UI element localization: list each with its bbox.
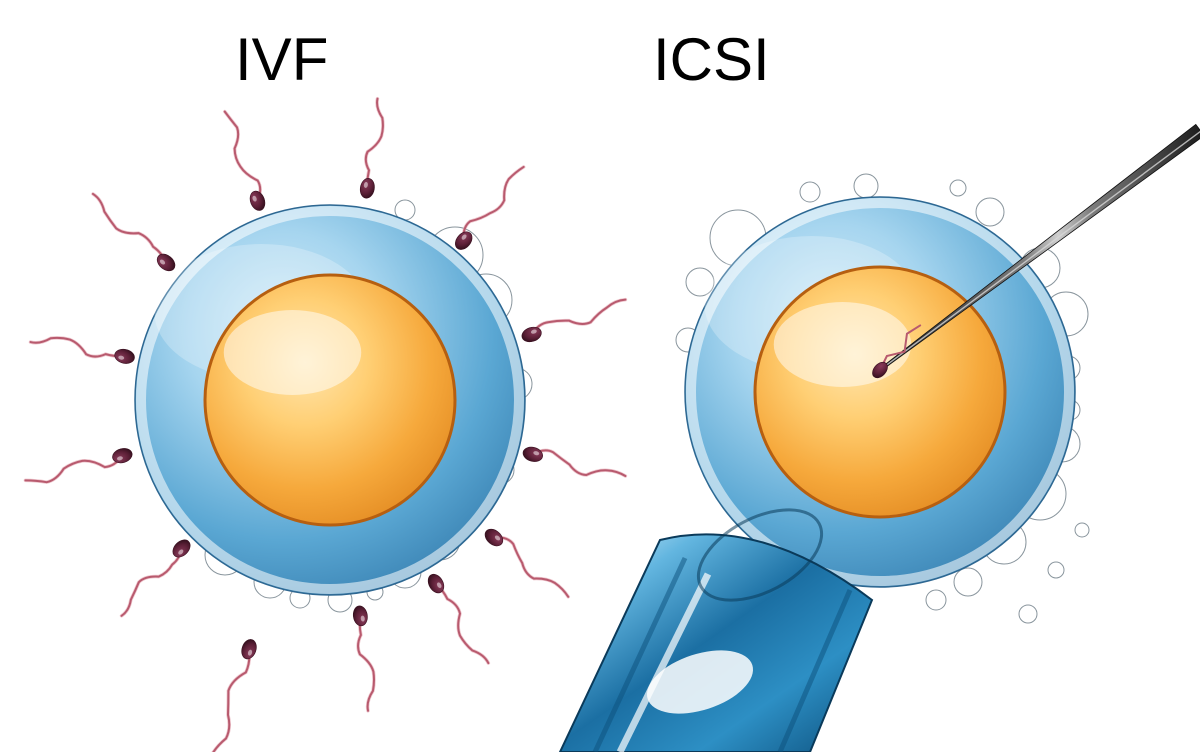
diagram-svg (0, 0, 1200, 752)
ivf-title: IVF (235, 30, 328, 90)
icsi-title: ICSI (653, 30, 770, 90)
diagram-stage: IVF ICSI (0, 0, 1200, 752)
